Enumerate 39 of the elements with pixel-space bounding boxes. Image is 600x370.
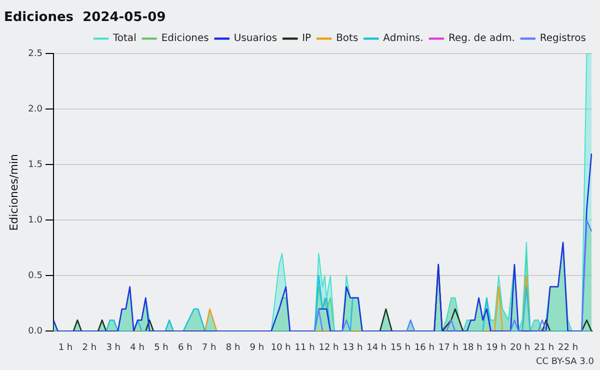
x-tick-label: 3 h xyxy=(106,342,120,353)
x-tick-label: 5 h xyxy=(154,342,168,353)
x-tick-label: 12 h xyxy=(318,342,339,353)
y-tick-label: 0.0 xyxy=(28,326,43,337)
legend-label: Registros xyxy=(540,33,586,44)
y-tick-label: 2.0 xyxy=(28,104,43,114)
legend-label: Usuarios xyxy=(234,33,278,44)
legend-label: Reg. de adm. xyxy=(448,33,515,44)
legend-label: Bots xyxy=(336,33,358,44)
x-tick-label: 19 h xyxy=(486,342,506,353)
x-tick-label: 11 h xyxy=(294,342,315,353)
y-axis-title: Ediciones/min xyxy=(7,154,20,231)
x-tick-label: 10 h xyxy=(270,342,291,353)
y-tick-label: 0.5 xyxy=(28,271,43,282)
x-tick-label: 9 h xyxy=(250,342,264,353)
y-tick-label: 1.0 xyxy=(28,216,43,226)
x-tick-label: 17 h xyxy=(438,342,458,353)
y-tick-label: 1.5 xyxy=(28,160,43,170)
chart-title: Ediciones 2024-05-09 xyxy=(4,10,166,26)
text: CC BY-SA 3.0 xyxy=(536,356,594,367)
x-tick-label: 1 h xyxy=(58,342,73,353)
x-tick-label: 20 h xyxy=(510,342,530,353)
x-tick-label: 7 h xyxy=(202,342,216,353)
legend-label: Ediciones xyxy=(161,33,209,44)
x-tick-label: 15 h xyxy=(390,342,411,353)
x-tick-label: 21 h xyxy=(534,342,554,353)
x-tick-label: 16 h xyxy=(414,342,434,353)
x-tick-label: 13 h xyxy=(342,342,363,353)
x-tick-label: 22 h xyxy=(558,342,578,353)
legend-label: IP xyxy=(302,33,312,44)
y-tick-label: 2.5 xyxy=(28,48,43,59)
x-tick-label: 4 h xyxy=(130,342,144,353)
legend-label: Admins. xyxy=(383,33,424,44)
x-tick-label: 2 h xyxy=(82,342,97,353)
x-tick-label: 14 h xyxy=(366,342,387,353)
x-tick-label: 8 h xyxy=(226,342,240,353)
legend-label: Total xyxy=(112,33,136,44)
x-tick-label: 6 h xyxy=(178,342,192,353)
x-tick-label: 18 h xyxy=(462,342,482,353)
